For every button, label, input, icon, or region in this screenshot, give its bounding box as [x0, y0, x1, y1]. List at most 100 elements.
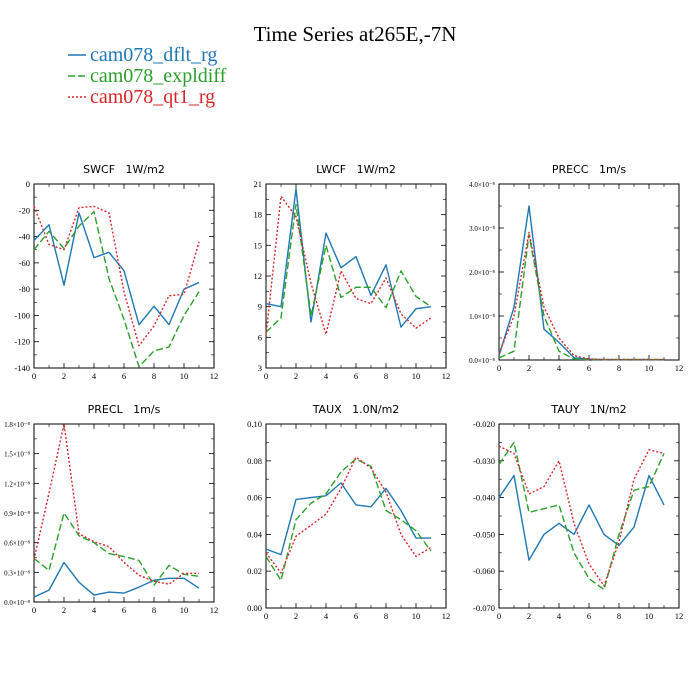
- y-tick-label-lwcf-5: 18: [254, 210, 263, 220]
- y-tick-label-precc-3: 3.0×10⁻⁸: [469, 225, 495, 233]
- legend: cam078_dflt_rg cam078_expldiff cam078_qt…: [68, 44, 227, 108]
- x-tick-label-swcf-0: 0: [32, 371, 36, 381]
- panel-swcf: SWCF 1W/m2 0 2 4 6 8 10 12 -140 -120 -100 -80 -60 -40…: [14, 163, 218, 381]
- x-tick-label-precc-3: 6: [587, 363, 591, 373]
- series-line-lwcf-dflt: [265, 188, 432, 328]
- y-tick-label-swcf-4: -60: [19, 258, 30, 268]
- y-tick-label-precl-3: 0.9×10⁻⁸: [4, 510, 30, 518]
- x-tick-label-taux-2: 4: [324, 611, 329, 621]
- x-tick-label-taux-5: 10: [412, 611, 421, 621]
- y-tick-label-tauy-2: -0.050: [473, 529, 495, 539]
- x-tick-label-precl-1: 2: [62, 605, 66, 615]
- y-tick-label-precl-2: 0.6×10⁻⁸: [4, 540, 30, 548]
- y-tick-label-taux-0: 0.00: [247, 603, 262, 613]
- y-tick-label-precl-1: 0.3×10⁻⁸: [4, 569, 30, 577]
- y-tick-label-swcf-5: -40: [19, 232, 30, 242]
- y-tick-label-tauy-0: -0.070: [473, 603, 495, 613]
- y-tick-label-lwcf-2: 9: [258, 302, 262, 312]
- series-line-taux-dflt: [265, 482, 431, 556]
- legend-entry-dflt: cam078_dflt_rg: [68, 44, 217, 66]
- x-tick-label-precc-0: 0: [497, 363, 501, 373]
- x-tick-label-lwcf-2: 4: [324, 371, 329, 381]
- x-tick-label-precc-2: 4: [557, 363, 562, 373]
- x-tick-label-taux-1: 2: [294, 611, 298, 621]
- y-tick-label-precl-4: 1.2×10⁻⁸: [4, 480, 30, 488]
- panel-taux: TAUX 1.0N/m2 0 2 4 6 8 10 12 0.00 0.02 0.04 0.06 0.0…: [247, 403, 450, 621]
- y-tick-label-lwcf-1: 6: [258, 332, 262, 342]
- series-line-precc-dflt: [498, 205, 664, 361]
- legend-entry-expldiff: cam078_expldiff: [68, 65, 227, 87]
- y-tick-label-swcf-0: -140: [14, 363, 30, 373]
- y-tick-label-taux-1: 0.02: [247, 566, 262, 576]
- x-tick-label-tauy-2: 4: [557, 611, 562, 621]
- x-tick-label-precl-4: 8: [152, 605, 156, 615]
- x-tick-label-swcf-4: 8: [152, 371, 156, 381]
- x-tick-label-lwcf-6: 12: [442, 371, 451, 381]
- y-tick-label-precc-2: 2.0×10⁻⁸: [469, 269, 495, 277]
- panel-title-precl: PRECL 1m/s: [88, 403, 161, 416]
- plot-frame-tauy: [498, 423, 680, 609]
- y-tick-label-precl-5: 1.5×10⁻⁸: [4, 451, 30, 459]
- figure-title: Time Series at265E,-7N: [254, 22, 457, 46]
- x-tick-label-taux-0: 0: [264, 611, 268, 621]
- series-line-tauy-dflt: [498, 474, 665, 561]
- y-tick-label-tauy-5: -0.020: [473, 419, 495, 429]
- series-line-lwcf-expldiff: [265, 203, 432, 333]
- y-tick-label-tauy-1: -0.060: [473, 566, 495, 576]
- panel-lwcf: LWCF 1W/m2 0 2 4 6 8 10 12 3 6 9 12 15 18 21: [254, 163, 451, 381]
- legend-label-qt1: cam078_qt1_rg: [90, 86, 215, 108]
- y-tick-label-swcf-6: -20: [19, 205, 30, 215]
- y-tick-label-lwcf-0: 3: [258, 363, 262, 373]
- x-tick-label-precc-6: 12: [675, 363, 684, 373]
- panel-title-tauy: TAUY 1N/m2: [550, 403, 626, 416]
- legend-entry-qt1: cam078_qt1_rg: [68, 86, 215, 108]
- series-line-precl-qt1: [33, 423, 199, 585]
- panel-precl: PRECL 1m/s 0 2 4 6 8 10 12 0.0×10⁻⁸ 0.3×10⁻⁸ 0.6×1…: [4, 403, 218, 615]
- y-tick-label-tauy-3: -0.040: [473, 493, 495, 503]
- series-line-tauy-expldiff: [498, 441, 665, 591]
- series-line-lwcf-qt1: [265, 195, 432, 336]
- x-tick-label-taux-3: 6: [354, 611, 358, 621]
- y-tick-label-taux-5: 0.10: [247, 419, 262, 429]
- x-tick-label-precl-3: 6: [122, 605, 126, 615]
- x-tick-label-precl-2: 4: [92, 605, 97, 615]
- x-tick-label-precl-0: 0: [32, 605, 36, 615]
- series-line-precl-dflt: [33, 561, 200, 598]
- series-line-swcf-dflt: [33, 212, 200, 326]
- y-tick-label-taux-3: 0.06: [247, 493, 262, 503]
- y-tick-label-taux-2: 0.04: [247, 529, 263, 539]
- plot-frame-taux: [265, 423, 447, 609]
- panel-title-lwcf: LWCF 1W/m2: [316, 163, 396, 176]
- x-tick-label-precc-4: 8: [617, 363, 621, 373]
- panels: SWCF 1W/m2 0 2 4 6 8 10 12 -140 -120 -100 -80 -60 -40…: [4, 163, 683, 621]
- y-tick-label-precl-6: 1.8×10⁻⁸: [4, 421, 30, 429]
- x-tick-label-precc-5: 10: [645, 363, 654, 373]
- x-tick-label-swcf-3: 6: [122, 371, 126, 381]
- series-line-taux-expldiff: [265, 458, 432, 582]
- x-tick-label-lwcf-4: 8: [384, 371, 388, 381]
- x-tick-label-tauy-5: 10: [645, 611, 654, 621]
- y-tick-label-tauy-4: -0.030: [473, 456, 495, 466]
- y-tick-label-swcf-2: -100: [14, 310, 30, 320]
- panel-tauy: TAUY 1N/m2 0 2 4 6 8 10 12 -0.070 -0.060 -0.050 -0.…: [473, 403, 683, 621]
- panel-title-swcf: SWCF 1W/m2: [83, 163, 165, 176]
- x-tick-label-tauy-1: 2: [527, 611, 531, 621]
- panel-title-taux: TAUX 1.0N/m2: [312, 403, 400, 416]
- series-line-swcf-qt1: [33, 205, 200, 347]
- series-line-precc-qt1: [498, 231, 664, 361]
- y-tick-label-lwcf-4: 15: [254, 240, 263, 250]
- x-tick-label-precc-1: 2: [527, 363, 531, 373]
- x-tick-label-tauy-0: 0: [497, 611, 501, 621]
- y-tick-label-precc-0: 0.0×10⁻⁸: [469, 357, 495, 365]
- x-tick-label-lwcf-3: 6: [354, 371, 358, 381]
- y-tick-label-precc-1: 1.0×10⁻⁸: [469, 313, 495, 321]
- series-line-swcf-expldiff: [33, 210, 200, 368]
- y-tick-label-taux-4: 0.08: [247, 456, 262, 466]
- y-tick-label-precl-0: 0.0×10⁻⁸: [4, 599, 30, 607]
- legend-label-expldiff: cam078_expldiff: [90, 65, 227, 87]
- y-tick-label-swcf-1: -120: [14, 337, 30, 347]
- x-tick-label-tauy-4: 8: [617, 611, 621, 621]
- panel-title-precc: PRECC 1m/s: [552, 163, 626, 176]
- series-line-taux-qt1: [265, 456, 432, 574]
